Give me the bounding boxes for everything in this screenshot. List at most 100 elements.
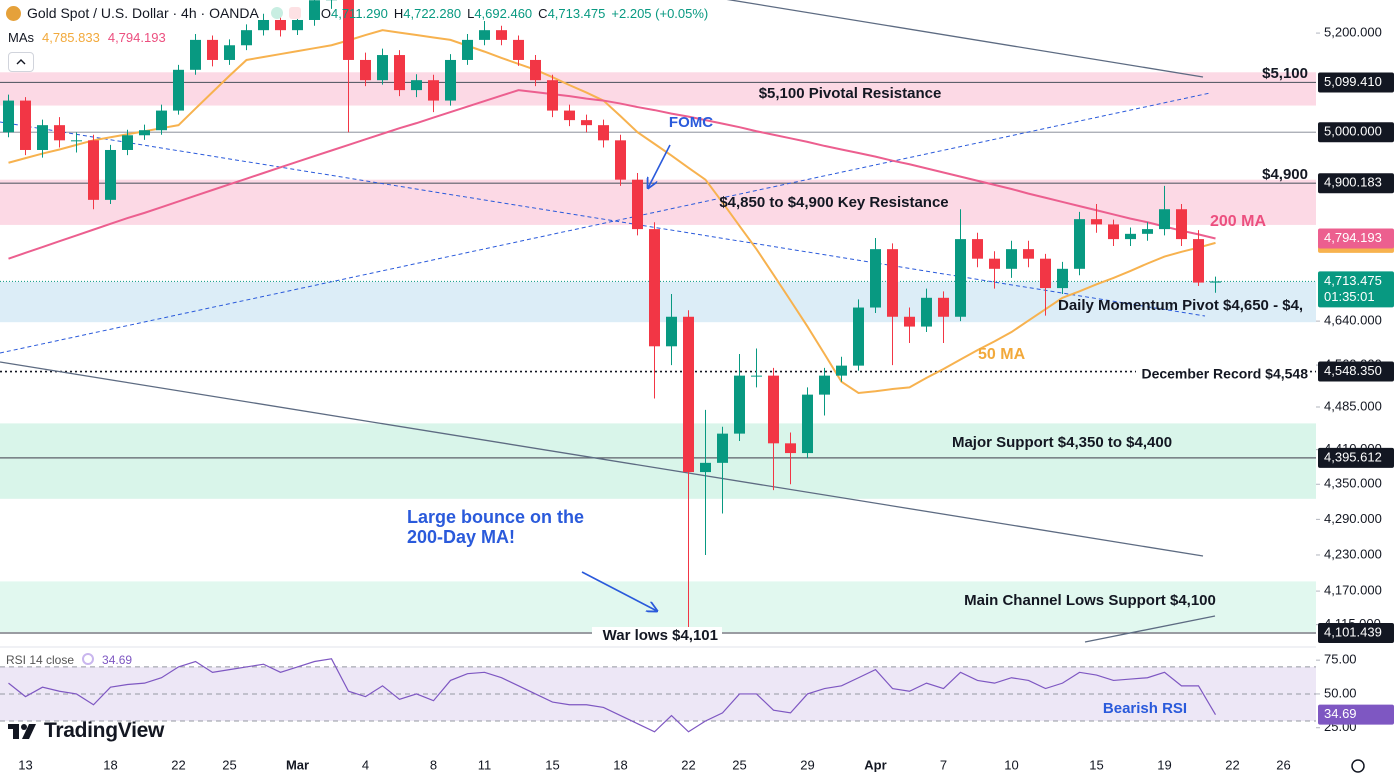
trendlines <box>0 0 1216 643</box>
candle-body <box>411 80 422 91</box>
price-box-label: 4,101.439 <box>1324 624 1382 639</box>
x-tick-label: 10 <box>1004 757 1018 772</box>
price-box <box>1318 622 1394 643</box>
key: H <box>393 5 404 21</box>
arrow <box>648 144 671 188</box>
candle-body <box>598 125 609 141</box>
price-box <box>1318 122 1394 143</box>
x-tick-label: 25 <box>732 757 746 772</box>
candle-body <box>173 69 184 111</box>
tag-bg <box>1136 366 1310 383</box>
rsi-pane <box>0 658 1316 733</box>
x-tick-label: 18 <box>613 757 627 772</box>
value: 4,692.460 <box>474 5 533 21</box>
chevron <box>16 59 26 65</box>
candle-body <box>258 19 269 31</box>
level-tag: War lows $4,101 <box>603 627 718 644</box>
x-tick-label: 19 <box>1157 757 1171 772</box>
x-tick-label: 29 <box>800 757 814 772</box>
key: O <box>320 5 331 21</box>
y-tick-label: 5,200.000 <box>1324 25 1382 40</box>
zone <box>0 179 1316 225</box>
candle-body <box>343 0 354 60</box>
candle-body <box>683 316 694 473</box>
level-tag: $4,900 <box>1262 166 1308 183</box>
candle-body <box>88 140 99 200</box>
candle-body <box>938 297 949 317</box>
value: 4,711.290 <box>330 5 388 21</box>
candle-body <box>1057 268 1068 289</box>
settings-icon[interactable] <box>1351 759 1365 773</box>
candle-body <box>1040 258 1051 289</box>
candle-body <box>207 39 218 60</box>
y-tick-label: 50.00 <box>1324 685 1357 700</box>
x-tick-label: 22 <box>681 757 695 772</box>
candle-body <box>666 316 677 347</box>
collapse-button[interactable] <box>8 52 34 72</box>
candle-body <box>394 55 405 91</box>
price-series <box>3 0 1221 634</box>
ma-value: 4,785.833 <box>42 30 100 45</box>
annotation: FOMC <box>669 114 713 131</box>
candle-body <box>632 179 643 230</box>
level-tag: $5,100 <box>1262 65 1308 82</box>
annotation: Large bounce on the <box>407 507 584 527</box>
series-label: 200 MA <box>1210 213 1266 230</box>
candle-body <box>496 30 507 40</box>
candle-body <box>122 135 133 150</box>
candle-body <box>955 239 966 317</box>
candle-body <box>71 140 82 142</box>
ohlc: C4,713.475 <box>538 6 605 21</box>
arrow <box>581 571 657 611</box>
price-box-label: 01:35:01 <box>1324 289 1375 304</box>
tag-bg <box>592 627 722 645</box>
ohlc: O4,711.290 <box>321 6 388 21</box>
y-tick-label: 75.00 <box>1324 652 1357 667</box>
x-tick-label: 26 <box>1276 757 1290 772</box>
price-box <box>1318 447 1394 468</box>
x-tick-label: Apr <box>864 757 886 772</box>
candle-body <box>309 0 320 20</box>
rsi-icon <box>82 653 95 665</box>
candle-body <box>1193 239 1204 283</box>
candle-body <box>649 229 660 347</box>
candle-body <box>37 125 48 150</box>
levels <box>0 81 1316 634</box>
price-box-label: 4,794.193 <box>1324 230 1382 245</box>
price-box <box>1318 228 1394 249</box>
symbol: Gold Spot / U.S. Dollar · 4h · OANDA <box>27 5 259 21</box>
candle-body <box>292 19 303 31</box>
y-tick-label: 4,170.000 <box>1324 583 1382 598</box>
price-box <box>1318 173 1394 194</box>
y-tick-label: 4,485.000 <box>1324 398 1382 413</box>
candle-body <box>615 140 626 180</box>
zone-label: $4,850 to $4,900 Key Resistance <box>719 194 948 211</box>
candle-body <box>1210 281 1221 283</box>
logo-mark <box>8 724 36 739</box>
ma-label: MAs <box>8 30 34 45</box>
trendline <box>1084 615 1216 643</box>
candle-body <box>853 307 864 366</box>
rsi-title: RSI 14 close <box>6 653 75 667</box>
price-box-label: 5,099.410 <box>1324 74 1382 89</box>
ma-value: 4,794.193 <box>107 30 166 45</box>
candle-body <box>734 375 745 434</box>
ma-line <box>8 29 1216 394</box>
candle-body <box>904 316 915 327</box>
price-box-label: 5,000.000 <box>1324 124 1382 139</box>
candle-body <box>972 239 983 259</box>
key: L <box>467 5 475 21</box>
candle-body <box>105 149 116 200</box>
price-box-label: 34.69 <box>1324 706 1357 721</box>
y-tick-label: 4,290.000 <box>1324 511 1382 526</box>
candle-body <box>241 30 252 46</box>
x-tick-label: 22 <box>1225 757 1239 772</box>
candle-body <box>887 249 898 317</box>
candle-body <box>989 258 1000 269</box>
logo: TradingView <box>8 719 164 743</box>
candle-body <box>1176 209 1187 240</box>
y-tick-label: 4,640.000 <box>1324 313 1382 328</box>
legend: Gold Spot / U.S. Dollar · 4h · OANDA O4,… <box>6 5 708 21</box>
price-box-label: 4,548.350 <box>1324 363 1382 378</box>
